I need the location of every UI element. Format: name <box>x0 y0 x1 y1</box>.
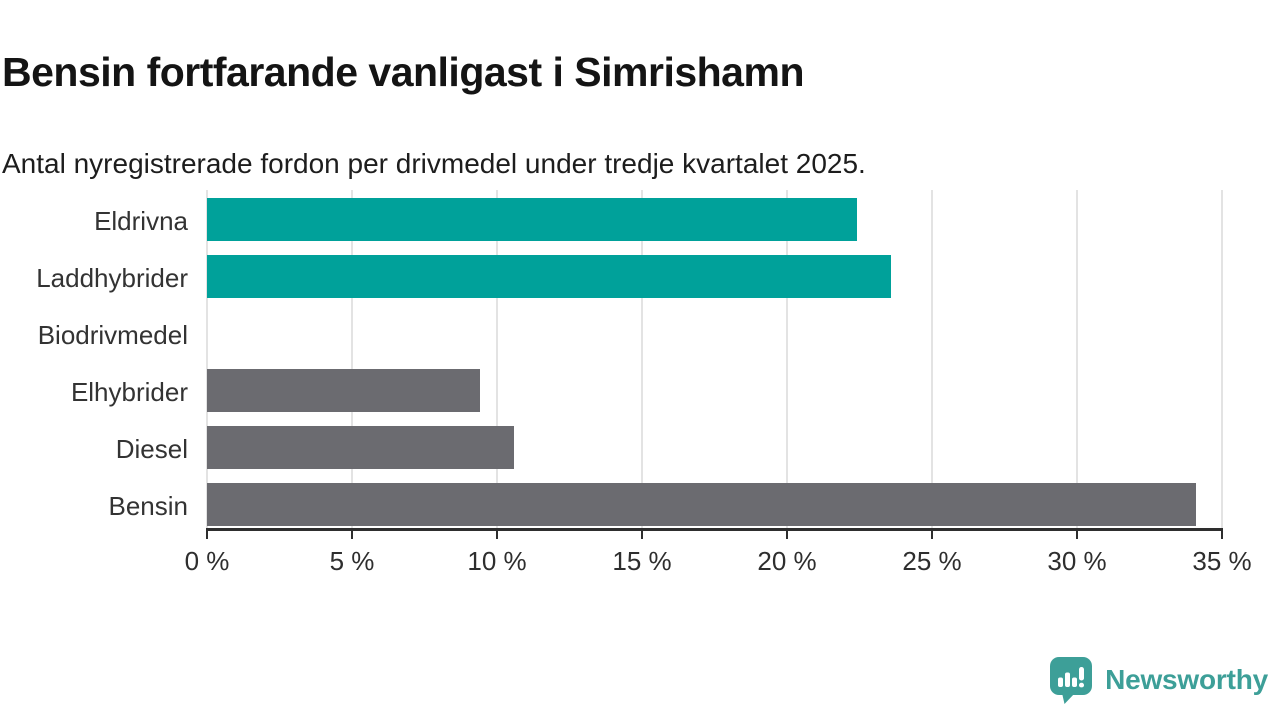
x-tick-label: 15 % <box>612 546 672 576</box>
x-tick-label: 30 % <box>1047 546 1107 576</box>
x-axis-line <box>206 528 1223 531</box>
bar-eldrivna <box>207 198 857 241</box>
x-tick-mark <box>1221 528 1223 539</box>
x-tick-label: 35 % <box>1192 546 1252 576</box>
category-label: Bensin <box>108 490 189 521</box>
gridline <box>495 190 498 529</box>
gridline <box>206 190 208 529</box>
category-label: Biodrivmedel <box>37 319 188 350</box>
category-label: Laddhybrider <box>36 262 188 293</box>
x-tick-label: 25 % <box>902 546 962 576</box>
newsworthy-logo-icon <box>1050 657 1093 704</box>
category-axis: Eldrivna Laddhybrider Biodrivmedel Elhybrid… <box>0 190 188 529</box>
gridline <box>785 190 788 529</box>
x-tick-mark <box>1076 528 1078 539</box>
chart-subtitle: Antal nyregistrerade fordon per drivmede… <box>2 148 866 179</box>
gridline <box>931 190 933 529</box>
brand-name: Newsworthy <box>1105 664 1268 695</box>
category-label: Eldrivna <box>94 205 188 236</box>
x-tick-label: 5 % <box>329 546 375 576</box>
x-tick-mark <box>351 528 353 539</box>
bar-laddhybrider <box>207 255 892 298</box>
gridline <box>350 190 353 529</box>
brand-footer: Newsworthy <box>1049 656 1268 704</box>
bar-diesel <box>207 426 515 469</box>
x-tick-label: 10 % <box>467 546 527 576</box>
gridline <box>1076 190 1078 529</box>
x-tick-label: 20 % <box>757 546 817 576</box>
chart-title: Bensin fortfarande vanligast i Simrisham… <box>2 49 804 96</box>
x-tick-mark <box>206 528 208 539</box>
gridline <box>641 190 643 529</box>
plot-area <box>206 190 1223 529</box>
x-tick-mark <box>931 528 933 539</box>
x-tick-mark <box>496 528 498 539</box>
category-label: Diesel <box>115 433 188 464</box>
x-tick-mark <box>641 528 643 539</box>
x-tick-label: 0 % <box>184 546 230 576</box>
gridline <box>1221 190 1223 529</box>
bar-elhybrider <box>207 369 480 412</box>
x-tick-mark <box>786 528 788 539</box>
category-label: Elhybrider <box>70 376 188 407</box>
bar-bensin <box>207 483 1196 526</box>
